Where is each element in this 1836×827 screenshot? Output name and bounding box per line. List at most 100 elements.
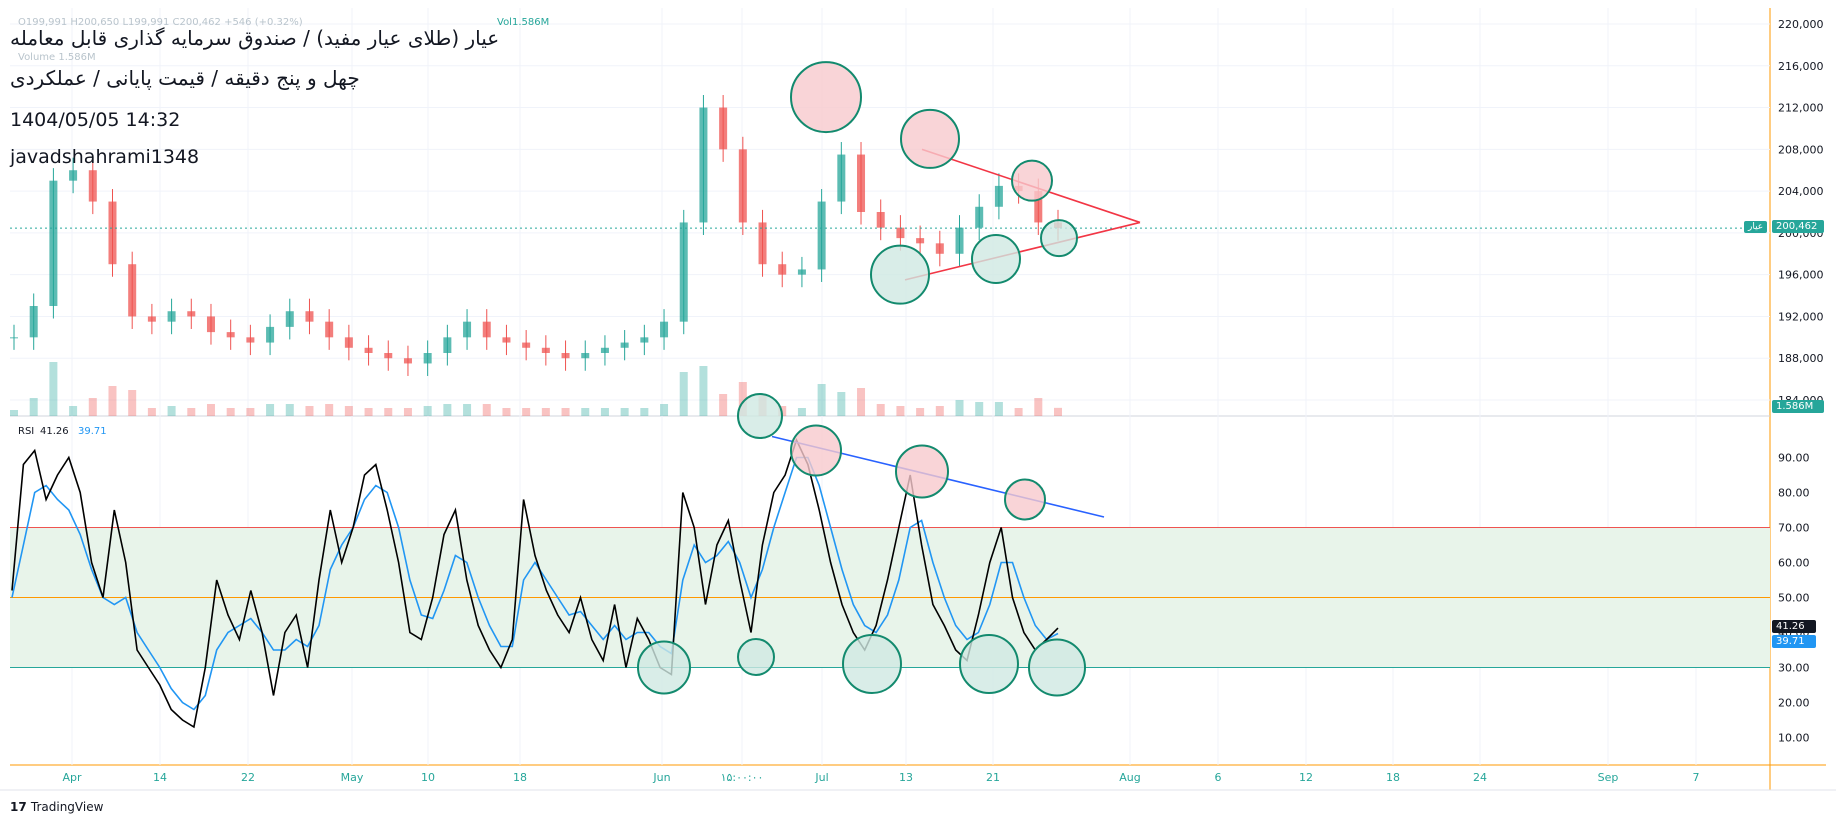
candle-body — [719, 107, 728, 150]
candle-body — [108, 201, 117, 265]
volume-bar — [817, 384, 826, 416]
volume-bar — [167, 406, 176, 416]
time-tick-label: ۱۵:۰۰:۰۰ — [721, 771, 764, 784]
candle-body — [147, 316, 156, 322]
volume-bar — [1014, 408, 1023, 416]
candle-body — [600, 347, 609, 353]
candle-body — [837, 154, 846, 202]
price-tick-label: 208,000 — [1778, 143, 1824, 156]
candle-body — [423, 353, 432, 364]
volume-bar — [876, 404, 885, 416]
volume-bar — [581, 408, 590, 416]
volume-bar — [10, 410, 18, 416]
time-tick-label: 21 — [986, 771, 1000, 784]
volume-bar — [660, 404, 669, 416]
pattern-circle — [1011, 159, 1053, 202]
volume-bar — [935, 406, 944, 416]
volume-bar — [246, 408, 255, 416]
candle-body — [187, 311, 196, 317]
volume-bar — [837, 392, 846, 416]
candle-body — [738, 149, 747, 223]
time-tick-label: 10 — [421, 771, 435, 784]
volume-bar — [896, 406, 905, 416]
candle-body — [778, 264, 787, 275]
time-tick-label: Apr — [62, 771, 82, 784]
volume-bar — [857, 388, 866, 416]
time-tick-label: 7 — [1693, 771, 1700, 784]
price-tick-label: 188,000 — [1778, 352, 1824, 365]
candle-body — [975, 206, 984, 228]
candle-body — [640, 337, 649, 343]
time-tick-label: 22 — [241, 771, 255, 784]
candle-body — [699, 107, 708, 223]
volume-bar — [384, 408, 393, 416]
volume-bar — [285, 404, 294, 416]
rsi-pattern-circle — [637, 640, 691, 695]
volume-bar — [206, 404, 215, 416]
rsi-pattern-circle — [1004, 478, 1046, 521]
volume-bar — [108, 386, 117, 416]
rsi-pattern-circle — [790, 424, 842, 477]
candle-body — [758, 222, 767, 265]
pattern-circle — [870, 244, 930, 305]
rsi-legend-value: 41.26 — [40, 426, 69, 437]
time-tick-label: Aug — [1119, 771, 1140, 784]
rsi-tick-label: 80.00 — [1778, 487, 1810, 500]
ohlc-readout: O199,991 H200,650 L199,991 C200,462 +546… — [18, 17, 303, 28]
time-tick-label: 18 — [1386, 771, 1400, 784]
chart-title: عیار (طلای عیار مفید) / صندوق سرمایه گذا… — [10, 26, 500, 50]
candle-body — [285, 311, 294, 327]
pattern-circle — [900, 108, 960, 169]
pattern-circle — [790, 61, 862, 134]
rsi-tick-label: 60.00 — [1778, 557, 1810, 570]
volume-bar — [994, 402, 1003, 416]
tradingview-icon: 17 — [10, 800, 27, 814]
rsi-tick-label: 20.00 — [1778, 697, 1810, 710]
candle-body — [384, 353, 393, 359]
candle-body — [266, 326, 275, 343]
price-tick-label: 212,000 — [1778, 102, 1824, 115]
volume-bar — [423, 406, 432, 416]
candle-body — [561, 353, 570, 359]
candle-body — [206, 316, 215, 333]
volume-bar — [443, 404, 452, 416]
volume-bar — [640, 408, 649, 416]
rsi-legend-ma: 39.71 — [78, 426, 107, 437]
rsi-pattern-circle — [895, 444, 949, 499]
price-tick-label: 196,000 — [1778, 269, 1824, 282]
volume-bar — [1054, 407, 1062, 416]
rsi-legend-name[interactable]: RSI — [18, 426, 35, 437]
time-tick-label: 6 — [1215, 771, 1222, 784]
vol-readout: Vol1.586M — [497, 17, 550, 28]
rsi-value-badge: 41.26 — [1772, 620, 1816, 633]
volume-bar — [738, 382, 747, 416]
volume-bar — [463, 404, 472, 416]
rsi-tick-label: 70.00 — [1778, 522, 1810, 535]
rsi-tick-label: 90.00 — [1778, 452, 1810, 465]
candle-body — [581, 353, 590, 359]
tradingview-logo[interactable]: 17 TradingView — [10, 800, 103, 814]
candle-body — [955, 227, 964, 254]
candle-body — [463, 321, 472, 338]
volume-bar — [797, 408, 806, 416]
candle-body — [660, 321, 669, 338]
pattern-circle — [1040, 219, 1078, 258]
candle-body — [679, 222, 688, 322]
candle-body — [443, 337, 452, 353]
volume-bar — [325, 404, 334, 416]
author-label: javadshahrami1348 — [10, 146, 200, 168]
time-tick-label: 24 — [1473, 771, 1487, 784]
candle-body — [246, 337, 255, 343]
candle-body — [876, 212, 885, 228]
candle-body — [364, 347, 373, 353]
volume-bar — [522, 408, 531, 416]
candle-body — [797, 269, 806, 275]
rsi-pattern-circle — [842, 634, 902, 694]
volume-bar — [600, 408, 609, 416]
candle-body — [916, 238, 925, 244]
candle-body — [167, 311, 176, 322]
time-tick-label: 13 — [899, 771, 913, 784]
rsi-pattern-circle — [959, 634, 1019, 694]
candle-body — [502, 337, 511, 343]
